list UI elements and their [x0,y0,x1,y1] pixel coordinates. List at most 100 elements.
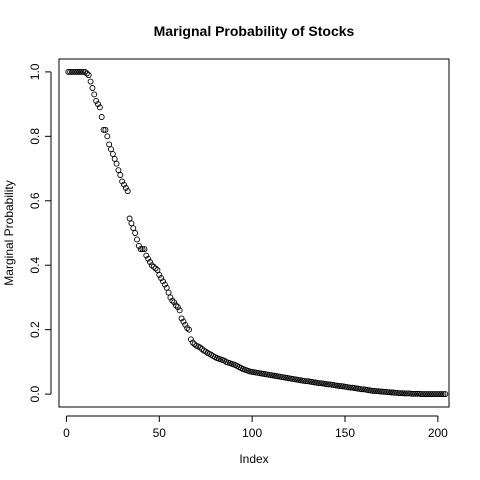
data-point [438,391,445,398]
data-point [130,225,137,232]
data-point [373,388,380,395]
data-point [403,390,410,397]
data-point [100,126,107,133]
data-point [316,380,322,387]
data-point [167,294,174,301]
x-tick-label: 0 [63,426,70,440]
data-point [169,297,176,304]
data-point [132,230,139,236]
data-point [412,390,419,397]
data-point [369,387,376,394]
data-point [423,391,430,398]
data-point [83,70,90,77]
data-point [121,181,127,188]
data-point [122,184,129,191]
data-point [405,390,412,397]
data-point [180,318,187,325]
y-tick-label: 0.2 [28,321,42,338]
data-point [126,215,133,222]
data-point [89,85,96,91]
data-point [147,259,153,265]
y-tick-label: 0.0 [28,385,42,402]
data-point [137,246,144,253]
data-point [108,146,114,153]
data-point [442,391,449,398]
y-tick-label: 0.8 [28,128,42,145]
data-point [145,255,152,262]
data-point [189,339,196,346]
data-point [434,391,441,398]
data-point [433,391,439,398]
data-point [117,172,124,178]
data-point [78,68,85,75]
data-point [158,275,165,282]
data-point [104,133,111,140]
data-point [381,388,387,395]
data-point [156,271,163,278]
data-point [72,68,79,75]
data-point [392,389,399,396]
data-point [431,391,438,398]
y-tick-label: 0.6 [28,192,42,209]
data-point [303,378,309,385]
data-point [139,246,146,253]
data-point [197,344,204,351]
data-point [384,389,391,396]
x-axis: 0 50 100 150 200 [63,415,448,440]
data-points [65,68,449,398]
y-tick-label: 1.0 [28,63,42,80]
data-point [420,391,426,398]
data-point [163,284,170,291]
data-point [85,72,92,79]
y-tick-label: 0.4 [28,257,42,274]
data-point [165,289,172,296]
data-point [82,68,88,75]
y-axis-label: Marginal Probability [2,180,16,285]
plot-frame [58,58,450,408]
data-point [336,383,343,390]
data-point [106,141,113,148]
data-point [119,178,126,185]
data-point [397,390,404,397]
data-point [182,321,189,328]
data-point [69,68,75,75]
data-point [87,78,94,85]
data-point [429,391,436,398]
y-axis: 0.0 0.2 0.4 0.6 0.8 1.0 [28,63,52,402]
data-point [436,391,443,398]
data-point [141,246,148,253]
data-point [174,304,181,311]
data-point [98,114,105,120]
data-point [408,390,415,397]
data-point [91,91,98,98]
data-point [160,278,166,285]
data-point [152,265,159,272]
data-point [395,390,402,397]
data-point [111,155,118,162]
data-point [425,391,432,398]
data-point [67,68,74,75]
x-tick-label: 200 [428,426,448,440]
data-point [143,252,150,259]
data-point [440,391,447,398]
x-tick-label: 150 [335,426,355,440]
data-point [134,236,140,243]
data-point [173,302,179,309]
x-axis-label: Index [239,452,268,466]
data-point [102,126,109,133]
data-point [186,326,192,333]
data-point [154,267,161,274]
data-point [347,384,354,391]
data-point [124,188,131,195]
data-point [388,389,395,396]
data-point [427,391,434,398]
data-point [176,307,183,314]
x-tick-label: 50 [153,426,167,440]
data-point [76,68,83,75]
chart-title: Marignal Probability of Stocks [154,23,355,39]
data-point [115,167,122,174]
data-point [418,391,425,398]
data-point [377,388,384,395]
data-point [171,299,178,306]
